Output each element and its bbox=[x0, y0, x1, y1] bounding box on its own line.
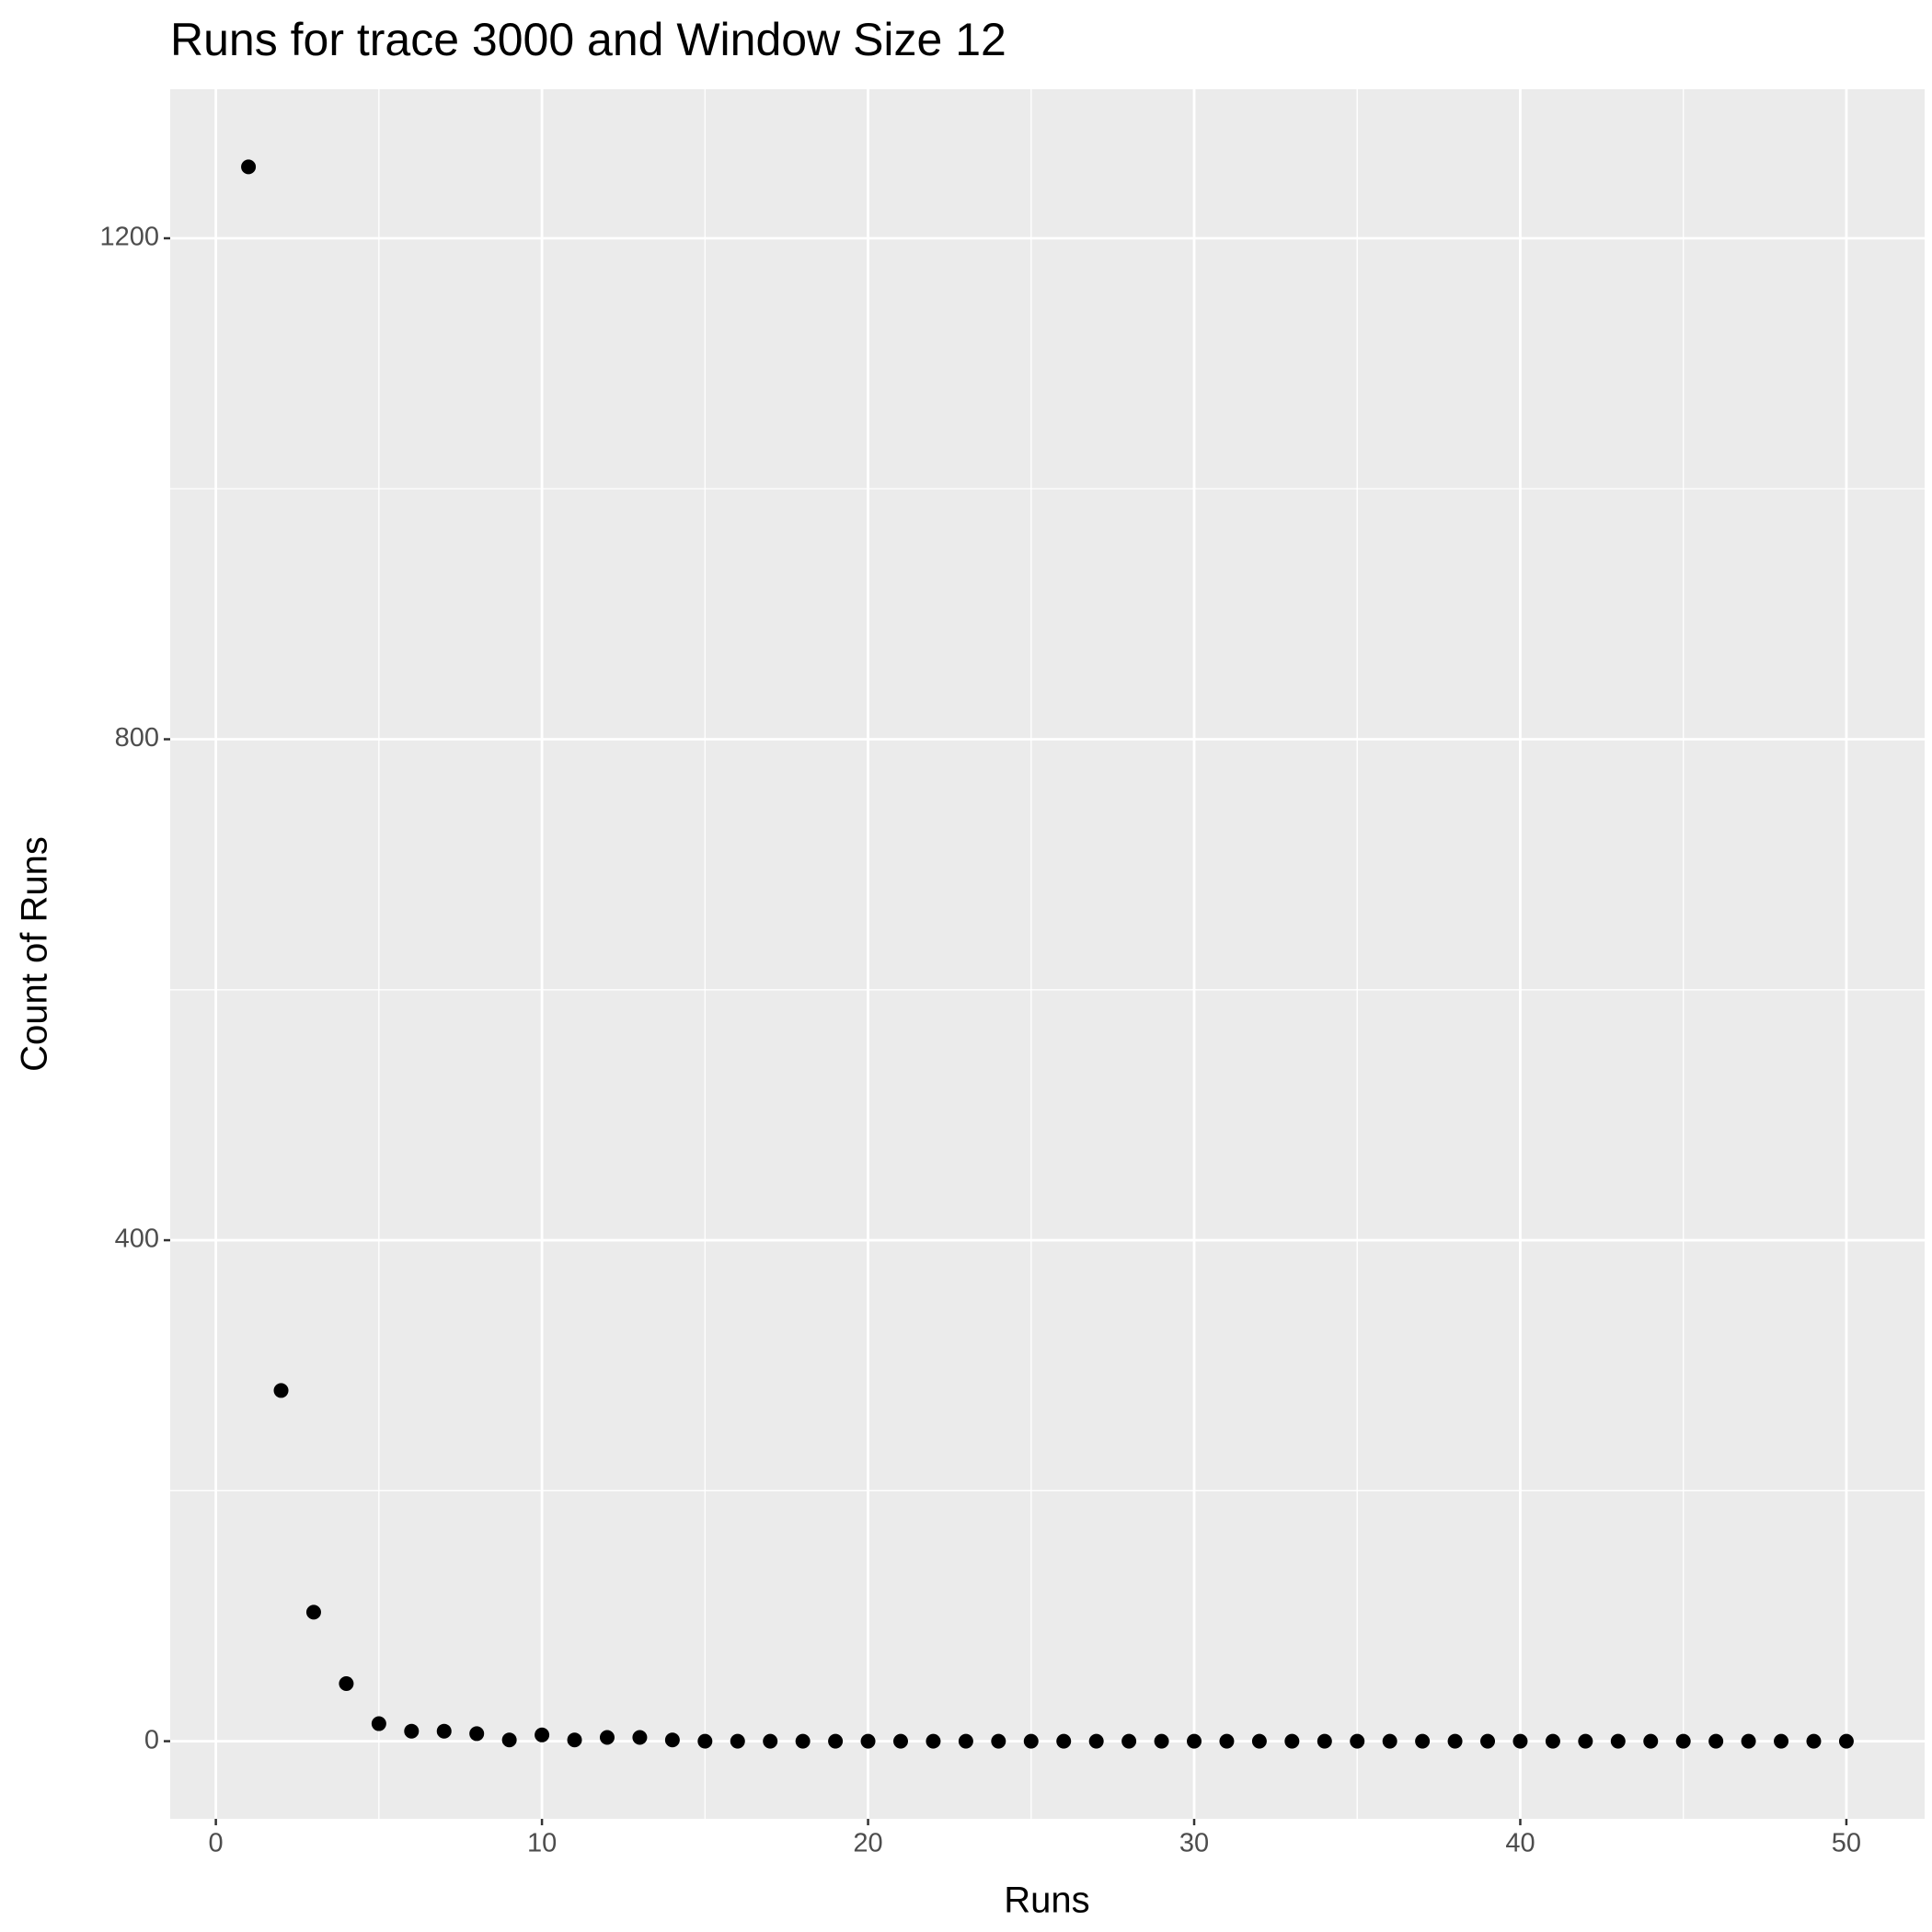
point bbox=[305, 1604, 321, 1620]
point bbox=[339, 1675, 354, 1691]
point bbox=[1415, 1733, 1431, 1749]
point bbox=[241, 159, 257, 175]
point bbox=[958, 1733, 973, 1749]
point bbox=[1806, 1733, 1822, 1749]
x-axis-label: Runs bbox=[1004, 1880, 1089, 1921]
point bbox=[1350, 1733, 1365, 1749]
x-tick-label: 40 bbox=[1505, 1829, 1535, 1858]
point bbox=[404, 1723, 420, 1739]
point bbox=[1545, 1733, 1560, 1749]
y-tick-label: 400 bbox=[115, 1225, 159, 1254]
point bbox=[436, 1723, 452, 1739]
point bbox=[892, 1733, 908, 1749]
point bbox=[795, 1733, 811, 1749]
point bbox=[1447, 1733, 1463, 1749]
point bbox=[664, 1732, 680, 1748]
y-axis-label: Count of Runs bbox=[15, 836, 55, 1072]
point bbox=[1219, 1733, 1235, 1749]
point bbox=[1578, 1733, 1593, 1749]
point bbox=[1382, 1733, 1397, 1749]
point bbox=[501, 1732, 517, 1748]
point bbox=[599, 1730, 615, 1745]
x-tick-label: 30 bbox=[1179, 1829, 1209, 1858]
point bbox=[926, 1733, 941, 1749]
point bbox=[273, 1383, 289, 1398]
point bbox=[535, 1727, 550, 1742]
point bbox=[632, 1730, 648, 1745]
point bbox=[567, 1732, 582, 1748]
point bbox=[991, 1733, 1006, 1749]
point bbox=[1154, 1733, 1169, 1749]
x-tick-label: 20 bbox=[853, 1829, 882, 1858]
point bbox=[1317, 1733, 1332, 1749]
point bbox=[763, 1733, 778, 1749]
point bbox=[1610, 1733, 1626, 1749]
y-tick-label: 1200 bbox=[99, 223, 159, 252]
point bbox=[1643, 1733, 1659, 1749]
point bbox=[1512, 1733, 1528, 1749]
point bbox=[1774, 1733, 1789, 1749]
x-tick-label: 50 bbox=[1832, 1829, 1861, 1858]
point bbox=[828, 1733, 844, 1749]
point bbox=[1187, 1733, 1202, 1749]
y-tick-label: 0 bbox=[144, 1725, 159, 1754]
point bbox=[469, 1726, 485, 1742]
x-tick-label: 0 bbox=[209, 1829, 224, 1858]
point bbox=[1088, 1733, 1104, 1749]
point bbox=[1251, 1733, 1267, 1749]
panel-background bbox=[170, 89, 1925, 1819]
point bbox=[1056, 1733, 1072, 1749]
point bbox=[1741, 1733, 1756, 1749]
point bbox=[1121, 1733, 1137, 1749]
y-tick-label: 800 bbox=[115, 723, 159, 753]
point bbox=[1838, 1733, 1854, 1749]
point bbox=[1023, 1733, 1039, 1749]
point bbox=[730, 1733, 745, 1749]
chart-title: Runs for trace 3000 and Window Size 12 bbox=[170, 14, 1006, 65]
point bbox=[697, 1733, 713, 1749]
point bbox=[1708, 1733, 1724, 1749]
x-tick-label: 10 bbox=[527, 1829, 557, 1858]
point bbox=[860, 1733, 876, 1749]
point bbox=[1675, 1733, 1691, 1749]
point bbox=[1480, 1733, 1496, 1749]
point bbox=[371, 1716, 386, 1731]
point bbox=[1284, 1733, 1300, 1749]
